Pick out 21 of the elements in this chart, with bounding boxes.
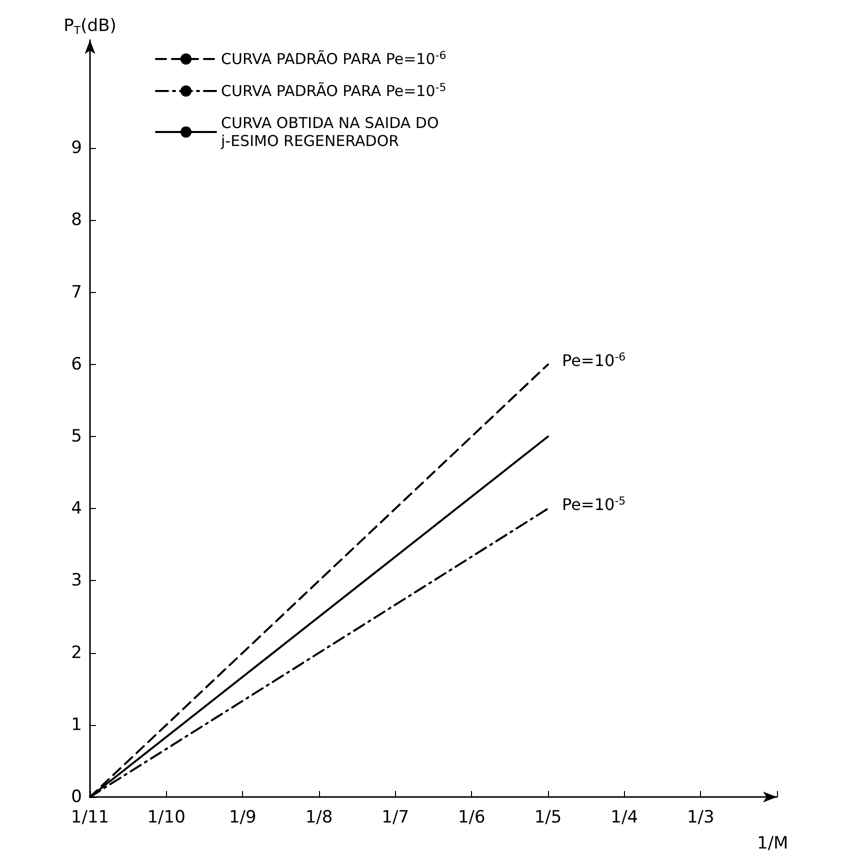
x-tick-label: 1/6 — [458, 808, 486, 828]
y-tick-label: 1 — [71, 714, 82, 735]
y-tick-label: 9 — [71, 138, 82, 158]
y-tick-label: 5 — [71, 426, 82, 447]
y-tick-label: 4 — [71, 498, 82, 519]
y-tick-label: 2 — [71, 642, 82, 663]
y-tick-label: 0 — [71, 787, 82, 807]
y-tick-label: 7 — [71, 282, 82, 302]
x-tick-label: 1/3 — [686, 808, 714, 828]
x-axis-title: 1/M — [757, 834, 788, 854]
x-tick-label: 1/8 — [305, 808, 333, 828]
y-tick-label: 6 — [71, 354, 82, 374]
x-tick-label: 1/4 — [610, 808, 638, 828]
y-tick-label: 8 — [71, 210, 82, 230]
x-tick-label: 1/5 — [534, 808, 562, 828]
y-tick-label: 3 — [71, 570, 82, 591]
x-tick-label: 1/10 — [147, 808, 186, 828]
x-tick-label: 1/7 — [382, 808, 410, 828]
legend-label: CURVA OBTIDA NA SAIDA DO j-ESIMO REGENERADOR — [220, 114, 439, 150]
x-tick-label: 1/9 — [228, 808, 256, 828]
x-tick-label: 1/11 — [70, 808, 110, 828]
